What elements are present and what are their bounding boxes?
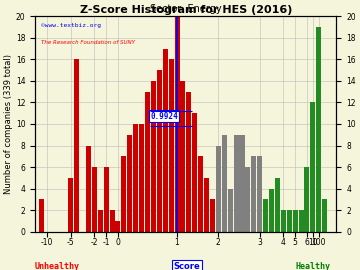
- Bar: [281, 210, 286, 232]
- Bar: [222, 135, 227, 232]
- Bar: [210, 199, 215, 232]
- Bar: [322, 199, 327, 232]
- Bar: [68, 178, 73, 232]
- Text: Sector: Energy: Sector: Energy: [150, 4, 222, 14]
- Bar: [133, 124, 138, 232]
- Bar: [168, 59, 174, 232]
- Text: Score: Score: [174, 262, 201, 270]
- Bar: [86, 146, 91, 232]
- Bar: [175, 16, 180, 232]
- Bar: [263, 199, 268, 232]
- Text: The Research Foundation of SUNY: The Research Foundation of SUNY: [41, 40, 135, 45]
- Bar: [298, 210, 303, 232]
- Bar: [98, 210, 103, 232]
- Bar: [251, 156, 256, 232]
- Bar: [234, 135, 239, 232]
- Bar: [198, 156, 203, 232]
- Text: 0.9924: 0.9924: [150, 112, 178, 121]
- Bar: [275, 178, 280, 232]
- Bar: [316, 27, 321, 232]
- Bar: [139, 124, 144, 232]
- Bar: [305, 167, 310, 232]
- Text: ©www.textbiz.org: ©www.textbiz.org: [41, 23, 101, 28]
- Bar: [204, 178, 209, 232]
- Bar: [228, 189, 233, 232]
- Bar: [104, 167, 109, 232]
- Bar: [157, 70, 162, 232]
- Bar: [74, 59, 79, 232]
- Text: Healthy: Healthy: [296, 262, 331, 270]
- Bar: [92, 167, 97, 232]
- Bar: [121, 156, 126, 232]
- Text: Unhealthy: Unhealthy: [35, 262, 80, 270]
- Bar: [293, 210, 298, 232]
- Bar: [180, 81, 185, 232]
- Bar: [145, 92, 150, 232]
- Bar: [239, 135, 244, 232]
- Bar: [109, 210, 114, 232]
- Bar: [216, 146, 221, 232]
- Bar: [116, 221, 121, 232]
- Bar: [186, 92, 192, 232]
- Bar: [287, 210, 292, 232]
- Bar: [269, 189, 274, 232]
- Bar: [257, 156, 262, 232]
- Y-axis label: Number of companies (339 total): Number of companies (339 total): [4, 54, 13, 194]
- Bar: [310, 102, 315, 232]
- Bar: [151, 81, 156, 232]
- Bar: [163, 49, 168, 232]
- Bar: [39, 199, 44, 232]
- Bar: [192, 113, 197, 232]
- Title: Z-Score Histogram for HES (2016): Z-Score Histogram for HES (2016): [80, 5, 292, 15]
- Bar: [246, 167, 251, 232]
- Bar: [127, 135, 132, 232]
